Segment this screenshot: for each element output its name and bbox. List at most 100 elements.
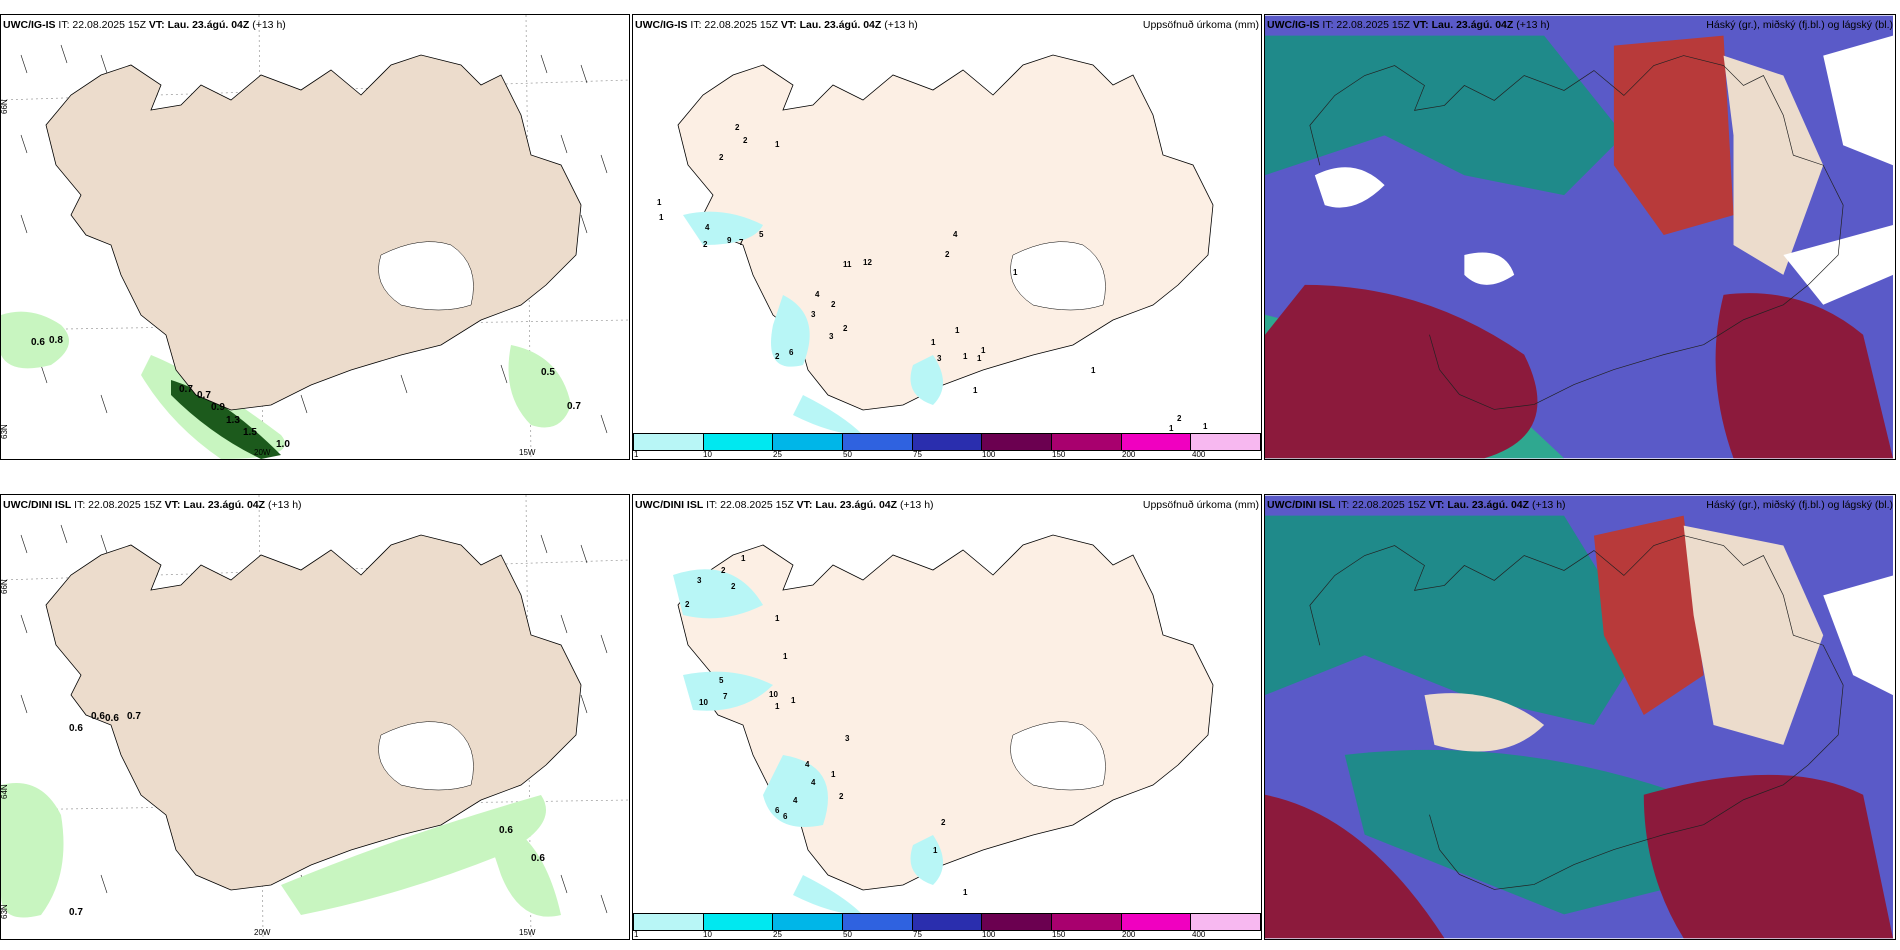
svg-text:2: 2 [1177, 414, 1182, 423]
wind-value: 0.6 [531, 853, 545, 864]
wind-value: 0.7 [567, 401, 581, 412]
wind-value: 1.5 [243, 427, 257, 438]
wind-value: 0.7 [179, 384, 193, 395]
dark-patch [171, 380, 281, 459]
svg-text:1: 1 [973, 386, 978, 395]
lon-label: 15W [519, 928, 536, 937]
wind-value: 0.8 [49, 335, 63, 346]
green-patch [1, 311, 571, 459]
svg-text:9: 9 [727, 236, 732, 245]
svg-text:11: 11 [843, 260, 852, 269]
svg-text:1: 1 [955, 326, 960, 335]
panel-precip-dini: UWC/DINI ISL IT: 22.08.2025 15Z VT: Lau.… [632, 494, 1262, 940]
wind-value: 0.6 [105, 713, 119, 724]
iceland-land [45, 54, 582, 411]
lon-label: 15W [519, 448, 536, 457]
svg-text:2: 2 [831, 300, 836, 309]
lon-label: 20W [254, 448, 271, 457]
svg-text:1: 1 [659, 213, 664, 222]
wind-map: 0.6 0.8 0.7 0.7 0.9 1.3 1.5 1.0 0.5 0.7 … [1, 15, 629, 459]
iceland-land [677, 534, 1214, 891]
svg-text:4: 4 [815, 290, 820, 299]
svg-text:1: 1 [963, 352, 968, 361]
panel-cloud-dini: UWC/DINI ISL IT: 22.08.2025 15Z VT: Lau.… [1264, 494, 1896, 940]
panel-title: UWC/DINI ISL IT: 22.08.2025 15Z VT: Lau.… [635, 499, 934, 511]
precip-legend [633, 433, 1261, 451]
wind-value: 1.3 [226, 415, 240, 426]
svg-text:12: 12 [863, 258, 872, 267]
svg-text:5: 5 [759, 230, 764, 239]
lat-label: 64N [1, 784, 9, 799]
panel-wind-ig-is: UWC/IG-IS IT: 22.08.2025 15Z VT: Lau. 23… [0, 14, 630, 460]
svg-text:1: 1 [1169, 424, 1174, 433]
panel-title: UWC/IG-IS IT: 22.08.2025 15Z VT: Lau. 23… [3, 19, 286, 31]
svg-text:1: 1 [931, 338, 936, 347]
wind-value: 0.6 [91, 711, 105, 722]
svg-text:4: 4 [705, 223, 710, 232]
svg-text:1: 1 [657, 198, 662, 207]
svg-text:1: 1 [775, 140, 780, 149]
svg-text:4: 4 [811, 778, 816, 787]
svg-text:1: 1 [963, 888, 968, 897]
panel-precip-ig-is: UWC/IG-IS IT: 22.08.2025 15Z VT: Lau. 23… [632, 14, 1262, 460]
svg-text:10: 10 [699, 698, 708, 707]
svg-text:4: 4 [805, 760, 810, 769]
precip-patch [683, 211, 943, 435]
panel-subtitle: Háský (gr.), miðský (fj.bl.) og lágský (… [1706, 499, 1893, 511]
svg-text:6: 6 [783, 812, 788, 821]
precip-legend [633, 913, 1261, 931]
svg-text:2: 2 [775, 352, 780, 361]
wind-map: 0.6 0.6 0.6 0.7 0.6 0.6 0.7 66N 64N 63N … [1, 495, 629, 939]
svg-text:1: 1 [741, 554, 746, 563]
svg-text:7: 7 [739, 238, 744, 247]
svg-text:1: 1 [775, 702, 780, 711]
svg-text:4: 4 [953, 230, 958, 239]
svg-text:2: 2 [743, 136, 748, 145]
svg-text:6: 6 [789, 348, 794, 357]
svg-text:2: 2 [839, 792, 844, 801]
precip-patch [673, 569, 943, 915]
svg-text:3: 3 [845, 734, 850, 743]
svg-text:10: 10 [769, 690, 778, 699]
svg-text:2: 2 [703, 240, 708, 249]
panel-cloud-ig-is: UWC/IG-IS IT: 22.08.2025 15Z VT: Lau. 23… [1264, 14, 1896, 460]
cloud-map [1265, 15, 1893, 459]
iceland-land [45, 534, 582, 891]
svg-text:6: 6 [775, 806, 780, 815]
panel-title: UWC/IG-IS IT: 22.08.2025 15Z VT: Lau. 23… [635, 19, 918, 31]
panel-subtitle: Uppsöfnuð úrkoma (mm) [1142, 19, 1259, 31]
panel-title: UWC/DINI ISL IT: 22.08.2025 15Z VT: Lau.… [1267, 499, 1566, 511]
lat-label: 63N [1, 424, 9, 439]
wind-value: 0.6 [69, 723, 83, 734]
svg-text:3: 3 [937, 354, 942, 363]
svg-text:1: 1 [783, 652, 788, 661]
svg-text:2: 2 [945, 250, 950, 259]
lon-label: 20W [254, 928, 271, 937]
precip-legend-labels: 1 10 25 50 75 100 150 200 400 [634, 930, 1206, 939]
svg-text:1: 1 [1091, 366, 1096, 375]
svg-text:1: 1 [831, 770, 836, 779]
svg-text:1: 1 [981, 346, 986, 355]
svg-text:2: 2 [685, 600, 690, 609]
green-patch [1, 783, 561, 918]
svg-text:2: 2 [941, 818, 946, 827]
svg-text:2: 2 [731, 582, 736, 591]
lat-label: 63N [1, 904, 9, 919]
svg-text:1: 1 [977, 354, 982, 363]
wind-value: 0.7 [69, 907, 83, 918]
svg-text:2: 2 [843, 324, 848, 333]
svg-text:5: 5 [719, 676, 724, 685]
svg-text:3: 3 [811, 310, 816, 319]
wind-value: 1.0 [276, 439, 290, 450]
panel-wind-dini: UWC/DINI ISL IT: 22.08.2025 15Z VT: Lau.… [0, 494, 630, 940]
lat-label: 66N [1, 99, 9, 114]
svg-text:1: 1 [933, 846, 938, 855]
wind-value: 0.6 [31, 337, 45, 348]
cloud-map [1265, 495, 1893, 939]
svg-text:1: 1 [1203, 422, 1208, 431]
svg-text:2: 2 [721, 566, 726, 575]
